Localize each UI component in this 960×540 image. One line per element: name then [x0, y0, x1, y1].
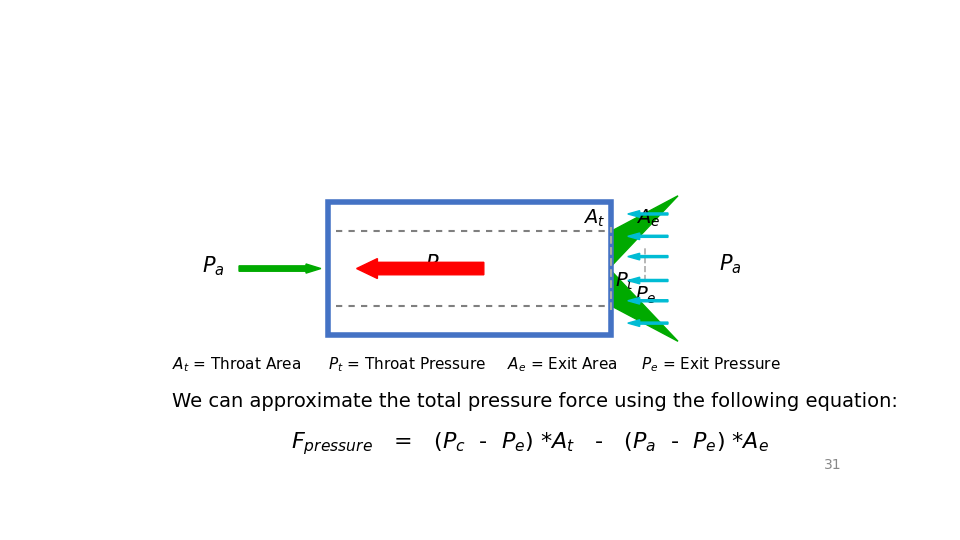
Text: $P_a$: $P_a$ — [202, 255, 225, 278]
Text: $A_t$ = Throat Area: $A_t$ = Throat Area — [172, 355, 301, 374]
FancyArrow shape — [356, 259, 484, 279]
Text: $P_t$ = Throat Pressure: $P_t$ = Throat Pressure — [328, 355, 487, 374]
Bar — [328, 202, 612, 335]
FancyArrow shape — [628, 233, 668, 240]
FancyArrow shape — [628, 320, 668, 327]
Text: $A_e$: $A_e$ — [636, 208, 660, 229]
Text: $A_e$ = Exit Area: $A_e$ = Exit Area — [507, 355, 617, 374]
Text: $P_c$: $P_c$ — [424, 253, 447, 276]
FancyArrow shape — [628, 277, 668, 284]
Text: $A_t$: $A_t$ — [583, 208, 605, 229]
Text: $P_e$ = Exit Pressure: $P_e$ = Exit Pressure — [641, 355, 780, 374]
FancyArrow shape — [628, 253, 668, 260]
FancyArrow shape — [628, 298, 668, 304]
Polygon shape — [611, 196, 678, 266]
Polygon shape — [611, 271, 678, 341]
Text: $P_e$: $P_e$ — [636, 285, 657, 307]
FancyArrow shape — [239, 264, 321, 273]
Text: $F_{pressure}$   =   ($P_c$  -  $P_e$) *$A_t$   -   ($P_a$  -  $P_e$) *$A_e$: $F_{pressure}$ = ($P_c$ - $P_e$) *$A_t$ … — [291, 430, 769, 457]
Text: $P_t$: $P_t$ — [614, 271, 635, 292]
Text: 31: 31 — [824, 458, 842, 472]
FancyArrow shape — [628, 211, 668, 217]
Text: We can approximate the total pressure force using the following equation:: We can approximate the total pressure fo… — [172, 392, 898, 411]
Text: $P_a$: $P_a$ — [719, 253, 741, 276]
